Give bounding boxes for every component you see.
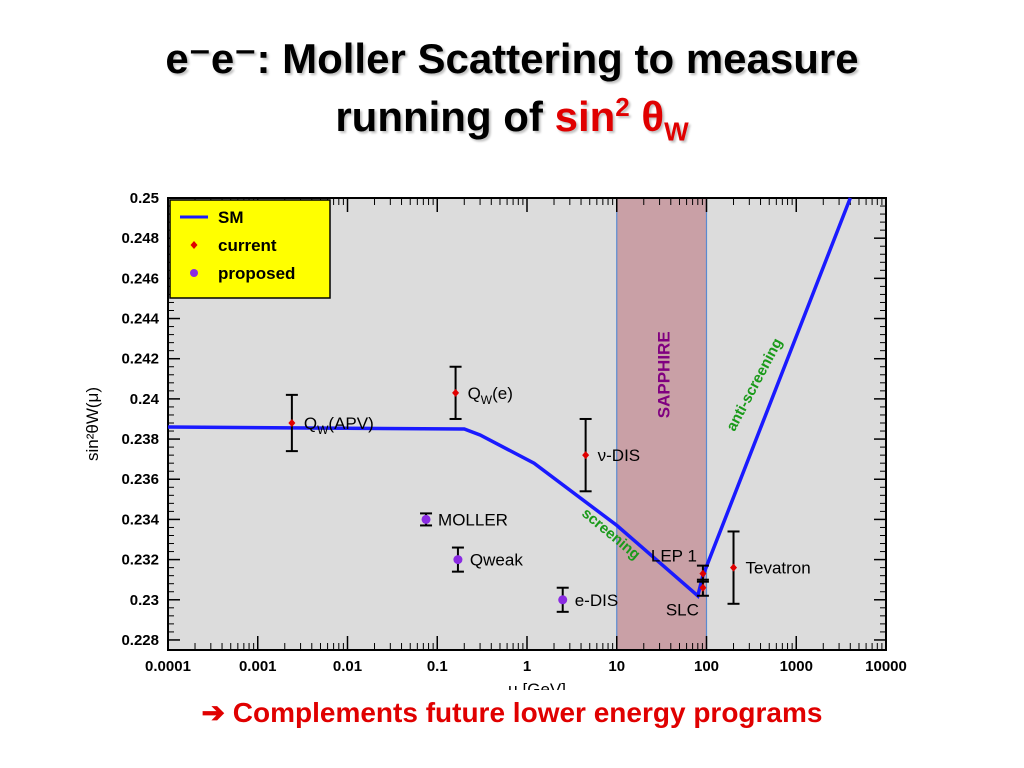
y-tick-label: 0.25: [130, 190, 159, 207]
chart: SAPPHIRE 0.0001 0.001 0.01 0.1 1 10 100 1000 1000…: [83, 190, 907, 690]
point-label: Qweak: [470, 551, 523, 570]
data-point-moller: MOLLER: [420, 510, 508, 529]
proposed-marker: [453, 555, 463, 565]
point-label: SLC: [666, 601, 699, 620]
point-label: Tevatron: [746, 559, 811, 578]
legend: SM current proposed: [169, 199, 331, 299]
title-theta: θ: [629, 93, 665, 140]
data-point-qweak: Qweak: [451, 546, 523, 573]
footer-text: Complements future lower energy programs: [225, 697, 823, 728]
legend-label-SM: SM: [218, 208, 244, 227]
title-exponent: 2: [615, 92, 630, 122]
y-tick-label: 0.24: [130, 391, 160, 408]
point-label: e-DIS: [575, 591, 618, 610]
current-marker: [582, 451, 590, 460]
sapphire-label: SAPPHIRE: [655, 331, 674, 418]
legend-label-current: current: [218, 236, 277, 255]
x-tick-label: 0.001: [239, 658, 277, 675]
title-sin: sin: [554, 93, 616, 140]
proposed-marker: [421, 514, 431, 524]
x-tick-label: 10: [608, 658, 625, 675]
current-marker: [452, 388, 460, 397]
y-tick-label: 0.228: [121, 632, 159, 649]
title-sin-symbol: sin2 θW: [554, 92, 689, 144]
data-point-slc: SLC: [666, 578, 709, 620]
y-axis-label: sin²θW(μ): [83, 387, 102, 461]
x-tick-label: 1: [523, 658, 531, 675]
footer-note: ➔ Complements future lower energy progra…: [0, 696, 1024, 729]
data-point--dis: ν-DIS: [579, 417, 641, 493]
data-point-q: QW(APV): [285, 393, 374, 453]
point-label: MOLLER: [438, 510, 508, 529]
y-tick-label: 0.242: [121, 351, 159, 368]
legend-current-marker: [190, 241, 198, 249]
x-tick-label: 100: [694, 658, 719, 675]
legend-label-proposed: proposed: [218, 264, 295, 283]
point-label: ν-DIS: [598, 446, 641, 465]
y-tick-label: 0.236: [121, 471, 159, 488]
title-line-2: running of sin2 θW: [0, 88, 1024, 146]
point-label: LEP 1: [651, 547, 697, 566]
y-tick-label: 0.23: [130, 592, 159, 609]
current-marker: [288, 418, 296, 427]
title-line-2-prefix: running of: [335, 93, 555, 140]
x-tick-label: 0.01: [333, 658, 362, 675]
x-tick-label: 1000: [780, 658, 813, 675]
data-point-tevatron: Tevatron: [727, 530, 811, 605]
y-tick-label: 0.238: [121, 431, 159, 448]
slide-title: e⁻e⁻: Moller Scattering to measure runni…: [0, 30, 1024, 146]
y-tick-label: 0.234: [121, 511, 159, 528]
point-label: QW(APV): [304, 414, 374, 437]
current-marker: [699, 569, 707, 578]
point-label: QW(e): [468, 384, 513, 407]
x-tick-label: 10000: [865, 658, 907, 675]
legend-proposed-marker: [190, 269, 198, 277]
y-tick-label: 0.232: [121, 552, 159, 569]
y-tick-label: 0.248: [121, 230, 159, 247]
proposed-marker: [558, 595, 568, 605]
x-tick-label: 0.0001: [145, 658, 191, 675]
y-tick-label: 0.244: [121, 311, 159, 328]
x-tick-label: 0.1: [427, 658, 448, 675]
data-point-q: QW(e): [449, 365, 513, 420]
current-marker: [699, 583, 707, 592]
y-tick-label: 0.246: [121, 270, 159, 287]
footer-arrow-icon: ➔: [201, 697, 225, 728]
data-point-e-dis: e-DIS: [556, 586, 618, 613]
title-subscript: W: [664, 116, 689, 147]
title-line-1: e⁻e⁻: Moller Scattering to measure: [165, 35, 859, 82]
x-axis-label: μ [GeV]: [508, 680, 566, 690]
sapphire-band: [616, 197, 708, 651]
current-marker: [730, 563, 738, 572]
